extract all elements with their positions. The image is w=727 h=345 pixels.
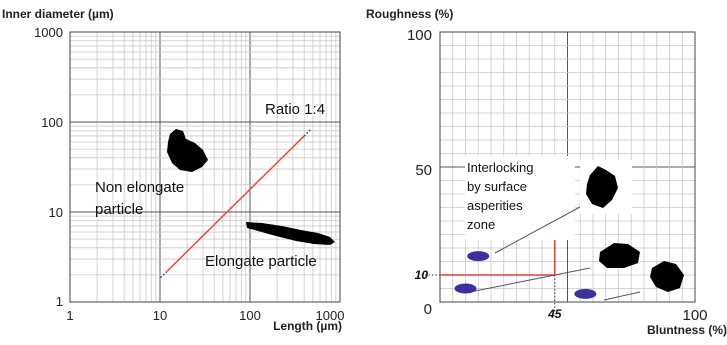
zone-label-line: Interlocking <box>467 160 533 175</box>
ratio-series-line <box>166 135 305 272</box>
left-y-tick-label: 100 <box>41 115 63 130</box>
left-plot-frame <box>69 31 341 303</box>
right-x-tick-label: 100 <box>682 307 707 324</box>
left-y-tick-label: 10 <box>49 205 63 220</box>
ratio-line-dotted-start <box>160 270 168 279</box>
right-x-tick-label: 0 <box>424 301 432 318</box>
left-y-tick-label: 1 <box>56 294 63 309</box>
data-point <box>467 251 490 262</box>
right-x-axis-title: Bluntness (%) <box>647 323 727 337</box>
ratio-label: Ratio 1:4 <box>265 101 325 118</box>
leader-line <box>469 267 591 293</box>
leader-line <box>494 206 581 254</box>
left-x-tick-label: 10 <box>153 308 167 323</box>
leader-line <box>603 291 641 301</box>
data-point <box>454 283 477 294</box>
left-chart: Inner diameter (µm) Length (µm) 1000 100… <box>2 7 344 333</box>
left-x-axis-title: Length (µm) <box>273 319 342 333</box>
rough-particle-silhouette <box>586 166 618 208</box>
blunt-particle-silhouette <box>599 243 640 268</box>
very-blunt-particle-silhouette <box>650 261 684 292</box>
right-y-axis-title: Roughness (%) <box>366 7 453 21</box>
right-y-tick-label: 50 <box>415 162 432 179</box>
left-x-tick-label: 100 <box>239 308 261 323</box>
zone-label-line: zone <box>467 217 495 232</box>
data-point <box>574 288 597 299</box>
right-plot-frame <box>439 31 696 303</box>
left-x-tick-label: 1000 <box>316 308 345 323</box>
left-y-axis-title: Inner diameter (µm) <box>2 7 114 21</box>
elongate-label: Elongate particle <box>205 253 317 270</box>
ratio-line-dotted-end <box>303 129 312 137</box>
left-x-tick-label: 1 <box>66 308 73 323</box>
non-elongate-label: Non elongate <box>95 179 184 196</box>
elongate-particle-silhouette <box>246 222 335 245</box>
left-grid <box>70 32 340 302</box>
non-elongate-label-line2: particle <box>95 201 143 218</box>
threshold-y-label: 10 <box>415 268 429 282</box>
zone-label-line: asperities <box>467 198 523 213</box>
non-elongate-particle-silhouette <box>167 129 208 172</box>
right-chart: Roughness (%) Bluntness (%) 100 50 0 100… <box>366 7 727 337</box>
right-points <box>454 251 597 299</box>
threshold-x-label: 45 <box>547 307 562 321</box>
zone-label-background <box>465 156 575 240</box>
right-y-tick-label: 100 <box>407 27 432 44</box>
zone-label-line: by surface <box>467 179 527 194</box>
left-y-tick-label: 1000 <box>34 25 63 40</box>
